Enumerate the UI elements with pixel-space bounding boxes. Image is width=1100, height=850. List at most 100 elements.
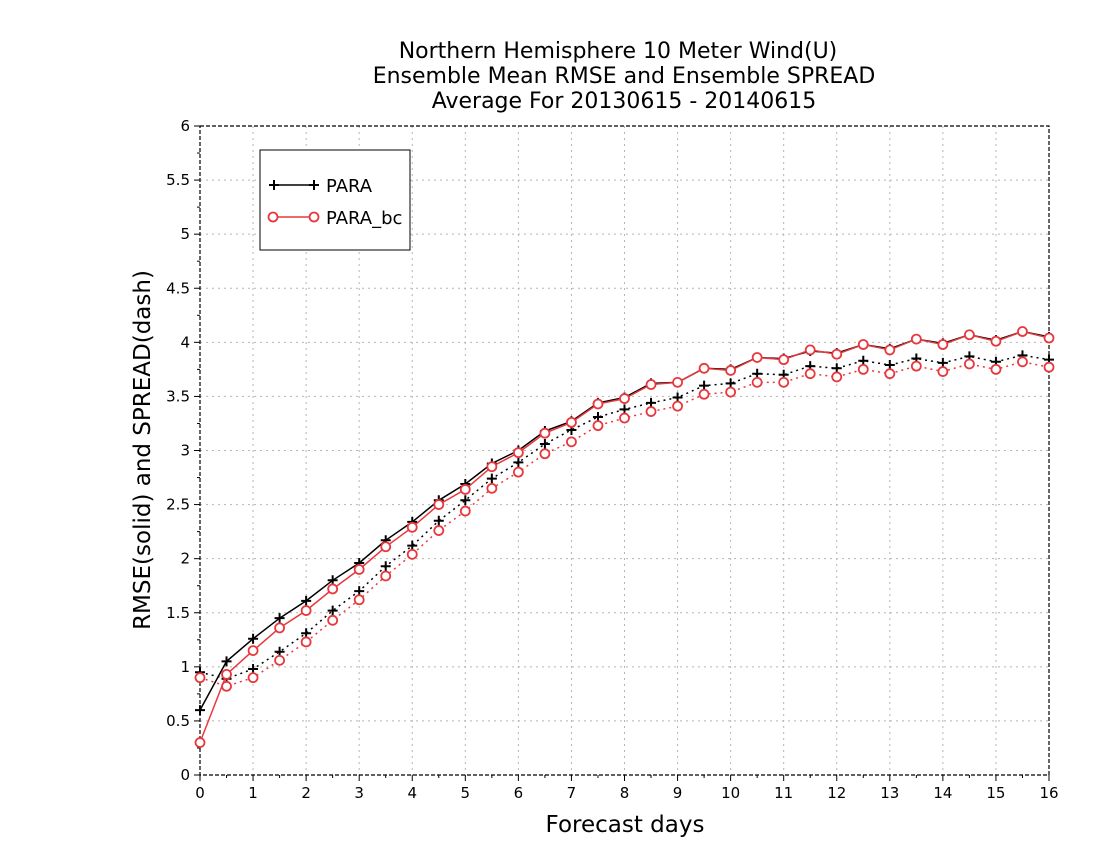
x-tick-label: 7 (567, 784, 577, 802)
data-point-para-bc-rmse (964, 329, 975, 341)
x-tick-label: 4 (407, 784, 417, 802)
data-point-para-bc-spread (645, 406, 657, 417)
data-point-para-bc-rmse (778, 354, 790, 366)
legend-label-para: PARA (326, 176, 373, 197)
y-tick-label: 2 (180, 550, 190, 568)
data-point-para-spread (513, 457, 524, 468)
y-tick-label: 2.5 (166, 496, 190, 514)
data-point-para-bc-rmse (539, 427, 551, 439)
data-point-para-spread (460, 495, 471, 506)
data-point-para-bc-rmse (698, 362, 710, 374)
data-point-para-spread (539, 439, 550, 450)
data-point-para-bc-spread (274, 654, 285, 666)
y-tick-label: 4 (180, 333, 190, 351)
data-point-para-bc-spread (857, 363, 869, 375)
x-tick-label: 15 (986, 784, 1005, 802)
data-point-para-rmse (221, 656, 232, 667)
x-tick-label: 5 (461, 784, 471, 802)
data-point-para-bc-spread (459, 505, 471, 517)
legend: PARA PARA_bc (259, 149, 411, 251)
y-tick-label: 6 (180, 117, 190, 135)
data-point-para-bc-rmse (274, 622, 285, 634)
data-point-para-rmse (274, 613, 285, 624)
series-line-para-bc-spread (199, 361, 1050, 688)
x-tick-label: 10 (721, 784, 740, 802)
data-point-para-bc-rmse (512, 447, 524, 459)
data-point-para-rmse (195, 705, 205, 716)
x-axis-label: Forecast days (546, 812, 705, 838)
data-point-para-bc-rmse (910, 333, 922, 345)
data-point-para-bc-spread (380, 570, 392, 582)
data-point-para-bc-spread (910, 360, 922, 372)
x-tick-label: 9 (673, 784, 683, 802)
chart-title-line-3: Average For 20130615 - 20140615 (432, 89, 817, 114)
y-tick-label: 3 (180, 442, 190, 460)
data-point-para-bc-spread (990, 363, 1002, 375)
y-tick-label: 3.5 (166, 387, 190, 405)
data-point-para-spread (380, 561, 391, 572)
legend-box (259, 149, 411, 251)
chart-title: Northern Hemisphere 10 Meter Wind(U) Ens… (373, 39, 876, 114)
data-point-para-bc-rmse (433, 499, 445, 510)
data-point-para-bc-rmse (937, 339, 949, 350)
data-point-para-bc-spread (831, 371, 843, 383)
data-point-para-bc-rmse (1043, 332, 1055, 344)
data-point-para-bc-rmse (672, 376, 683, 388)
legend-item-para-bc: PARA_bc (267, 208, 402, 229)
data-point-para-bc-rmse (327, 583, 339, 595)
data-point-para-bc-rmse (619, 393, 630, 404)
y-tick-label: 0 (180, 766, 190, 784)
data-point-para-bc-spread (247, 672, 259, 684)
data-point-para-bc-rmse (459, 484, 471, 495)
data-point-para-bc-spread (698, 388, 710, 400)
y-tick-label: 1.5 (166, 604, 190, 622)
legend-item-para: PARA (269, 176, 373, 197)
data-point-para-bc-spread (1017, 356, 1028, 368)
chart-title-line-2: Ensemble Mean RMSE and Ensemble SPREAD (373, 64, 876, 89)
x-tick-label: 12 (827, 784, 846, 802)
data-point-para-bc-rmse (380, 541, 392, 553)
data-point-para-bc-rmse (406, 521, 418, 533)
x-tick-label: 11 (774, 784, 793, 802)
data-point-para-bc-spread (619, 412, 630, 424)
data-point-para-bc-spread (1043, 361, 1055, 373)
data-point-para-bc-spread (539, 448, 551, 460)
data-point-para-bc-rmse (221, 669, 232, 680)
data-point-para-bc-rmse (1017, 326, 1028, 337)
y-axis-label: RMSE(solid) and SPREAD(dash) (130, 270, 156, 630)
data-point-para-bc-spread (937, 366, 949, 377)
data-point-para-spread (433, 515, 444, 526)
data-point-para-bc-spread (327, 614, 339, 626)
data-point-para-bc-rmse (831, 348, 843, 360)
data-point-para-bc-spread (486, 482, 498, 494)
data-point-para-bc-rmse (486, 461, 498, 473)
data-point-para-rmse (248, 633, 259, 644)
legend-circle-marker-icon (308, 211, 320, 223)
y-tick-label: 1 (180, 658, 190, 676)
data-point-para-bc-rmse (645, 379, 657, 390)
x-tick-label: 6 (514, 784, 524, 802)
data-point-para-bc-spread (300, 636, 312, 648)
data-point-para-bc-spread (884, 368, 896, 380)
x-tick-labels: 0 1 2 3 4 5 6 7 8 9 10 11 12 13 14 15 16 (195, 784, 1058, 802)
data-point-para-bc-rmse (247, 645, 259, 657)
data-point-para-bc-spread (194, 672, 206, 684)
data-point-para-bc-rmse (566, 416, 577, 428)
data-point-para-bc-rmse (300, 605, 312, 616)
data-point-para-bc-spread (672, 400, 683, 412)
legend-plus-marker-icon (269, 180, 319, 190)
x-tick-label: 2 (301, 784, 311, 802)
data-point-para-bc-spread (751, 376, 763, 388)
y-tick-label: 0.5 (166, 712, 190, 730)
data-point-para-rmse (301, 595, 312, 606)
data-point-para-bc-spread (353, 594, 365, 606)
legend-circle-marker-icon (267, 211, 279, 223)
data-point-para-bc-rmse (751, 352, 763, 363)
data-point-para-bc-rmse (725, 365, 737, 376)
axis-ticks (194, 125, 1050, 781)
data-point-para-bc-rmse (353, 564, 365, 575)
data-point-para-bc-rmse (857, 339, 869, 350)
data-point-para-bc-rmse (884, 344, 896, 356)
x-tick-label: 3 (354, 784, 364, 802)
